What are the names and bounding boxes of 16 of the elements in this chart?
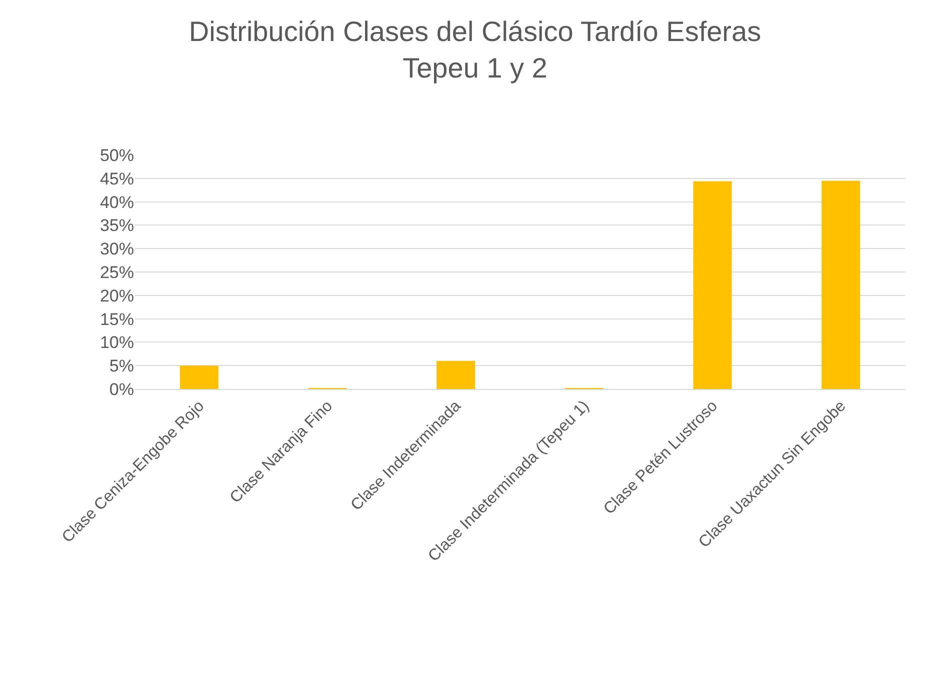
y-tick-label: 0% <box>109 380 134 399</box>
y-tick-label: 30% <box>100 240 134 259</box>
y-tick-label: 35% <box>100 216 134 236</box>
y-tick-label: 5% <box>109 356 134 376</box>
bar <box>822 180 860 389</box>
bar <box>436 360 476 389</box>
y-tick-label: 45% <box>100 169 134 188</box>
y-tick-label: 15% <box>100 310 134 329</box>
y-tick-label: 25% <box>100 262 134 282</box>
y-tick-label: 50% <box>100 146 134 165</box>
y-tick-label: 10% <box>100 333 134 352</box>
chart-title: Distribución Clases del Clásico Tardío Esferas Tepeu 1 y 2 <box>188 16 762 84</box>
bar <box>693 181 732 389</box>
y-tick-label: 40% <box>100 192 134 212</box>
bar <box>180 366 218 389</box>
y-tick-label: 20% <box>100 286 134 306</box>
